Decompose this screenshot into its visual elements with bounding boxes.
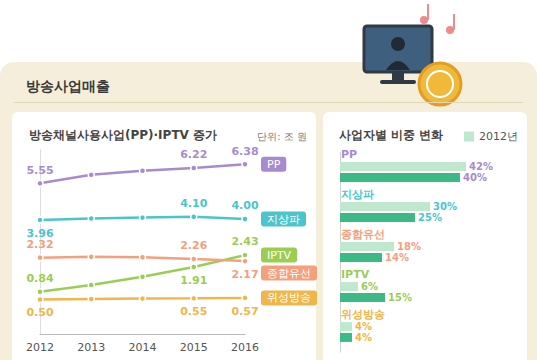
- svg-text:6.22: 6.22: [180, 148, 207, 161]
- svg-text:0.55: 0.55: [180, 305, 207, 318]
- svg-text:2014: 2014: [129, 341, 157, 354]
- svg-text:0.50: 0.50: [26, 306, 53, 319]
- svg-text:2015: 2015: [180, 341, 208, 354]
- svg-text:2.43: 2.43: [231, 235, 258, 248]
- svg-text:30%: 30%: [433, 201, 457, 212]
- svg-text:14%: 14%: [385, 252, 409, 263]
- svg-text:4%: 4%: [355, 332, 372, 343]
- svg-text:지상파: 지상파: [340, 188, 374, 201]
- svg-text:PP: PP: [341, 148, 357, 161]
- svg-text:2.32: 2.32: [26, 238, 53, 251]
- svg-text:5.55: 5.55: [26, 164, 53, 177]
- svg-text:2012년: 2012년: [479, 130, 518, 143]
- svg-text:지상파: 지상파: [267, 213, 300, 226]
- svg-text:2.17: 2.17: [231, 268, 258, 281]
- svg-text:4%: 4%: [355, 321, 372, 332]
- svg-text:0.84: 0.84: [26, 272, 53, 285]
- svg-text:25%: 25%: [418, 212, 442, 223]
- svg-text:18%: 18%: [397, 241, 421, 252]
- svg-text:PP: PP: [267, 158, 281, 171]
- svg-text:3.96: 3.96: [26, 226, 54, 240]
- svg-text:2016: 2016: [231, 341, 259, 354]
- svg-text:방송채널사용사업(PP)·IPTV 증가: 방송채널사용사업(PP)·IPTV 증가: [29, 128, 217, 142]
- svg-text:15%: 15%: [388, 292, 412, 303]
- svg-text:단위: 조 원: 단위: 조 원: [257, 131, 307, 142]
- svg-text:위성방송: 위성방송: [267, 291, 311, 304]
- svg-text:40%: 40%: [463, 172, 487, 183]
- svg-text:2.26: 2.26: [180, 239, 207, 252]
- svg-text:2012: 2012: [26, 341, 54, 354]
- svg-text:IPTV: IPTV: [341, 268, 370, 281]
- svg-text:0.57: 0.57: [231, 305, 258, 318]
- svg-text:2013: 2013: [77, 341, 105, 354]
- svg-text:사업자별 비중 변화: 사업자별 비중 변화: [339, 128, 443, 142]
- svg-text:IPTV: IPTV: [267, 249, 292, 262]
- svg-text:종합유선: 종합유선: [341, 228, 385, 241]
- svg-text:위성방송: 위성방송: [341, 308, 385, 321]
- svg-text:1.91: 1.91: [180, 274, 207, 287]
- svg-text:6.38: 6.38: [231, 145, 258, 158]
- svg-text:42%: 42%: [469, 161, 493, 172]
- svg-text:4.10: 4.10: [180, 197, 207, 210]
- html-text:방송사업매출: 방송사업매출: [26, 78, 110, 94]
- svg-text:4.00: 4.00: [231, 199, 258, 212]
- svg-text:6%: 6%: [361, 281, 378, 292]
- svg-text:종합유선: 종합유선: [267, 267, 311, 280]
